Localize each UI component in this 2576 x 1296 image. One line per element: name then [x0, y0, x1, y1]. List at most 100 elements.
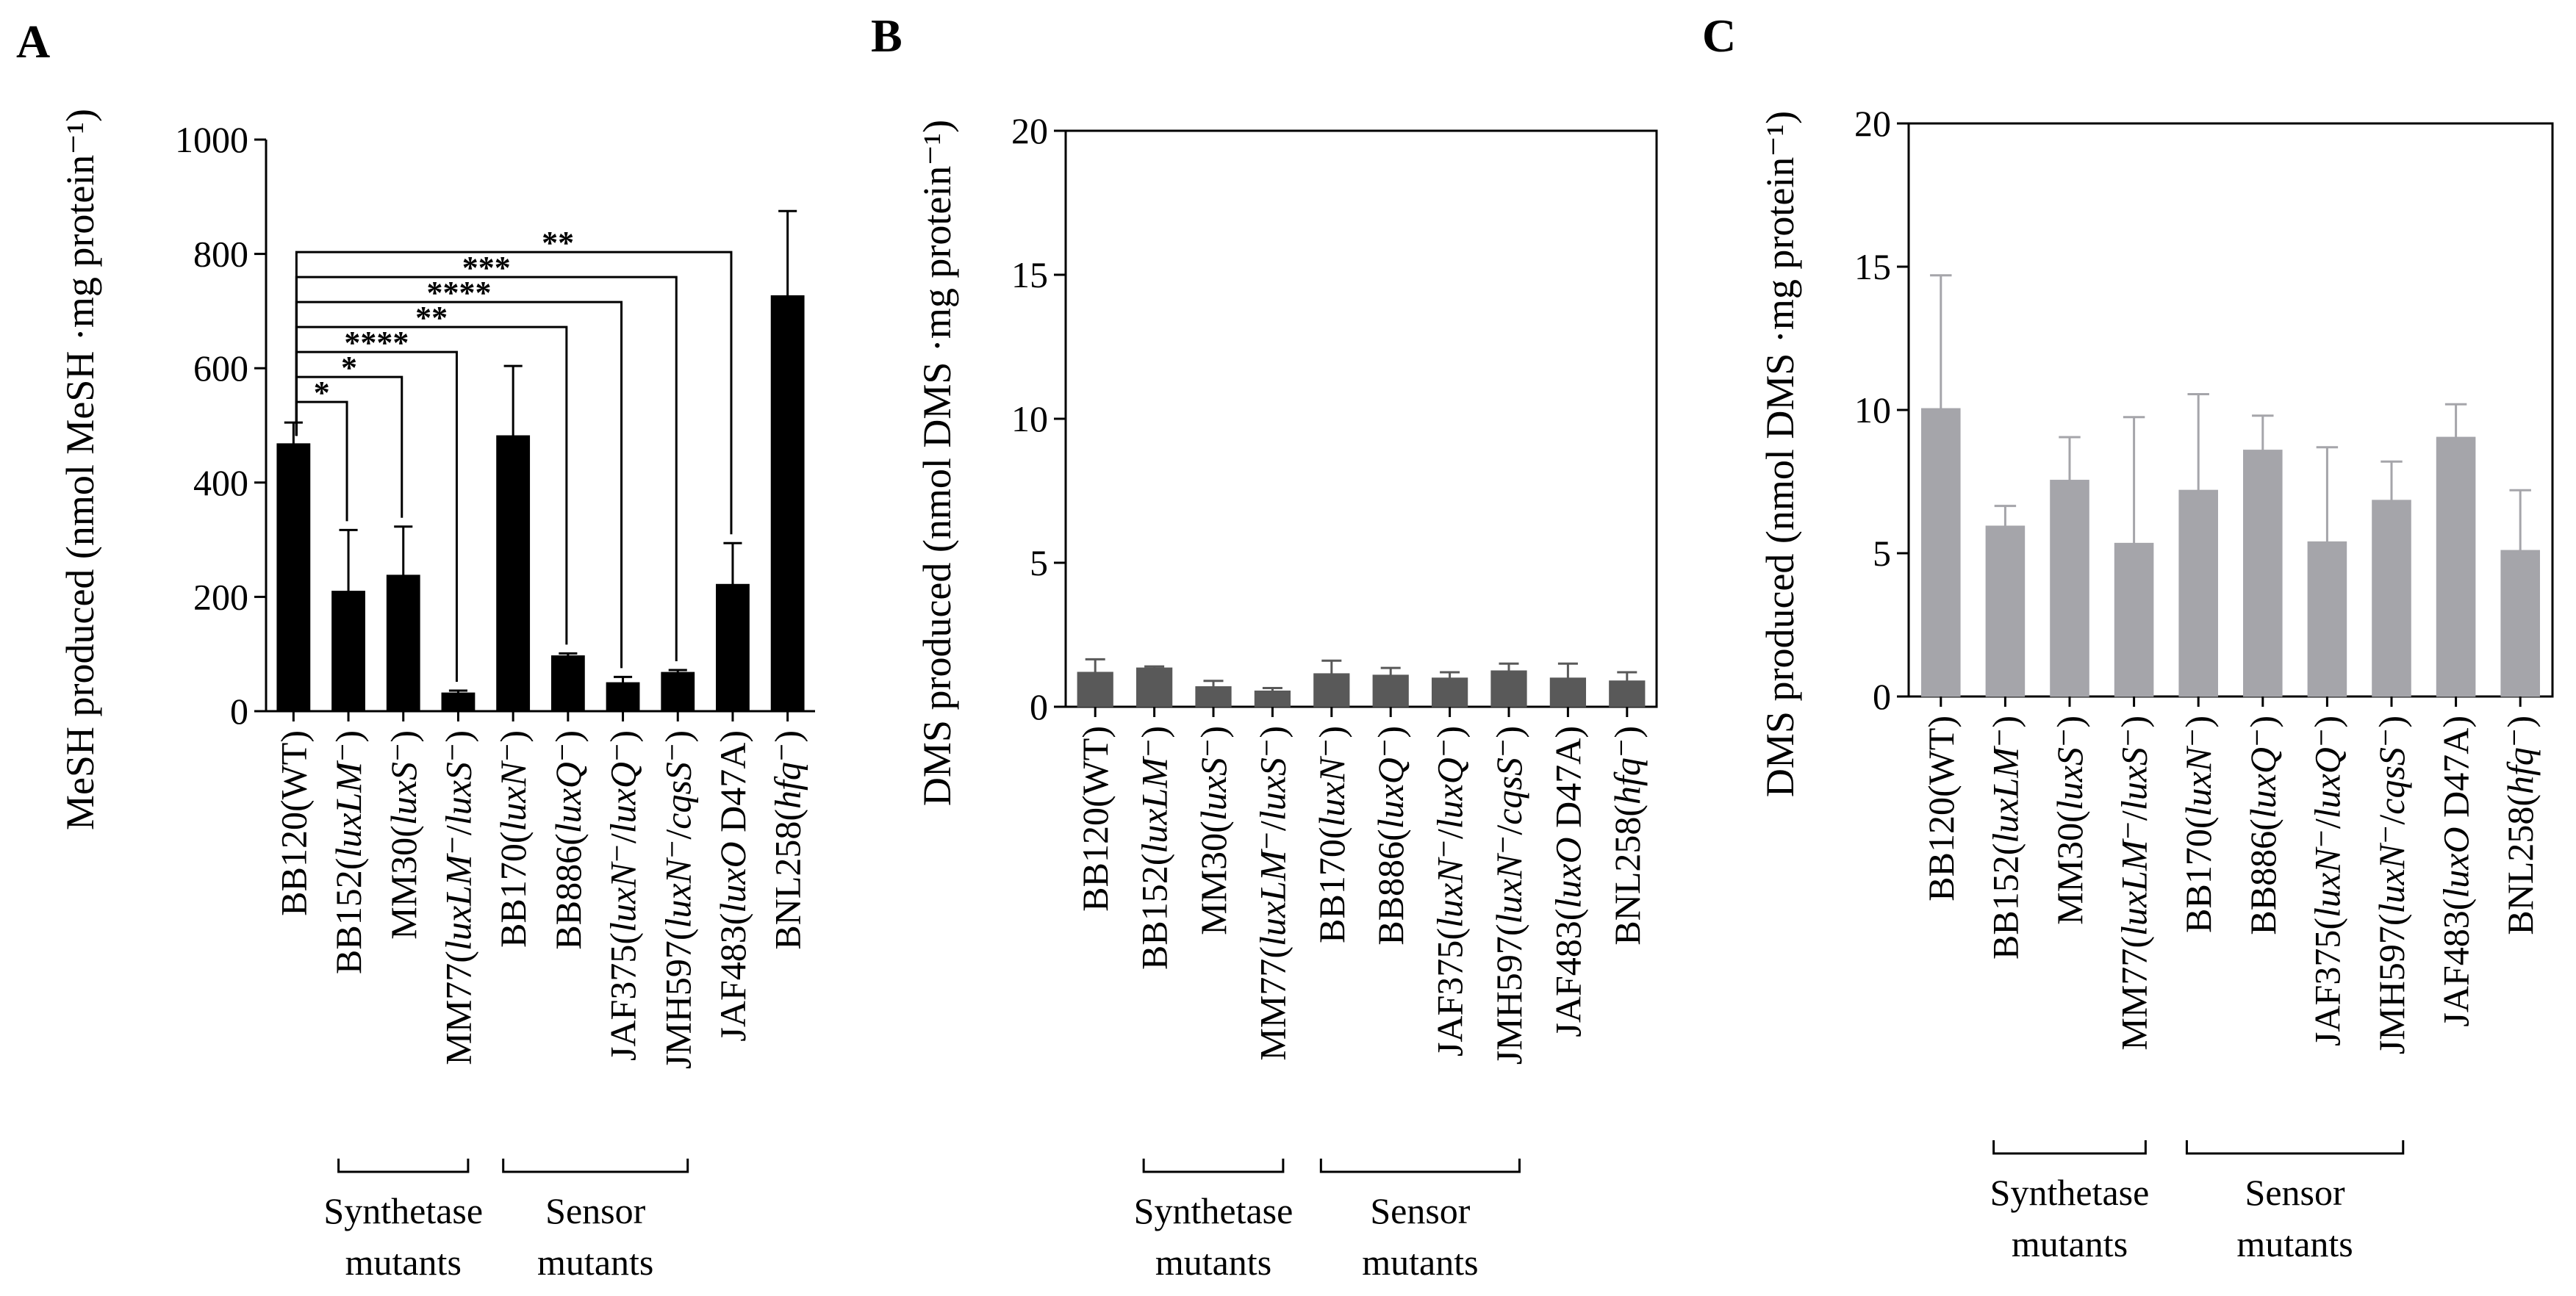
x-tick-label: MM77(luxLM⁻/luxS⁻)	[2114, 716, 2155, 1051]
y-tick-label: 20	[1854, 103, 1891, 144]
x-tick-label: BB120(WT)	[273, 730, 314, 916]
group-label: Synthetase	[1134, 1190, 1294, 1231]
y-axis-title: DMS produced (nmol DMS ·mg protein⁻¹)	[1758, 111, 1802, 797]
bar	[1490, 670, 1527, 708]
x-tick-label: MM77(luxLM⁻/luxS⁻)	[1252, 726, 1293, 1061]
group-bracket	[1992, 1140, 2147, 1155]
x-tick-label: JMH597(luxN⁻/cqsS⁻)	[1488, 726, 1529, 1065]
y-tick-label: 5	[1873, 533, 1891, 574]
group-bracket	[502, 1159, 689, 1173]
bar	[441, 692, 476, 712]
group-label: mutants	[1155, 1242, 1271, 1283]
panel-letter: C	[1702, 10, 1736, 62]
bar	[276, 443, 311, 712]
y-tick-label: 200	[193, 576, 248, 617]
x-tick-label: BB170(luxN⁻)	[492, 730, 534, 948]
significance-label: ****	[426, 275, 491, 311]
bar	[1313, 673, 1350, 708]
panel-a: A 0 200 400 600 800 1000 MeSH produced (nmol Me…	[16, 15, 815, 1283]
x-tick-label: BB152(luxLM⁻)	[1134, 726, 1175, 970]
x-tick-label: JAF483(luxO D47A)	[2436, 716, 2477, 1027]
bar	[2243, 450, 2283, 697]
y-tick-label: 600	[193, 348, 248, 389]
x-tick-label: BB886(luxQ⁻)	[2242, 716, 2283, 935]
x-tick-label: JMH597(luxN⁻/cqsS⁻)	[2371, 716, 2412, 1054]
y-tick-label: 10	[1854, 389, 1891, 431]
x-tick-label: MM77(luxLM⁻/luxS⁻)	[437, 730, 478, 1065]
group-label: Sensor	[1370, 1190, 1470, 1231]
significance-label: **	[542, 225, 574, 261]
y-axis-title: DMS produced (nmol DMS ·mg protein⁻¹)	[915, 120, 959, 806]
bar	[1431, 677, 1468, 708]
bar	[1135, 667, 1173, 708]
bar	[606, 682, 640, 712]
x-tick-label: JAF375(luxN⁻/luxQ⁻)	[603, 730, 644, 1061]
group-bracket	[1319, 1159, 1521, 1173]
bar	[1195, 686, 1232, 708]
group-bracket	[2185, 1140, 2405, 1155]
bar	[716, 583, 750, 712]
x-tick-label: JAF483(luxO D47A)	[1547, 726, 1588, 1037]
bar	[2500, 550, 2540, 697]
y-tick-label: 400	[193, 462, 248, 503]
y-tick-label: 10	[1011, 398, 1048, 439]
y-tick-label: 15	[1854, 246, 1891, 287]
x-tick-label: MM30(luxS⁻)	[383, 730, 424, 940]
y-tick-label: 15	[1011, 254, 1048, 295]
x-tick-label: BNL258(hfq⁻)	[2500, 716, 2541, 935]
significance-bracket	[295, 375, 403, 518]
bar	[2307, 541, 2347, 697]
group-label: Sensor	[545, 1190, 645, 1231]
x-tick-label: MM30(luxS⁻)	[2049, 716, 2090, 925]
bar	[2114, 542, 2154, 697]
bar	[2050, 480, 2089, 697]
group-label: mutants	[1362, 1242, 1478, 1283]
bar	[2178, 489, 2218, 697]
significance-label: *	[341, 350, 357, 386]
x-tick-label: JMH597(luxN⁻/cqsS⁻)	[657, 730, 698, 1069]
group-label: mutants	[2236, 1223, 2353, 1264]
group-label: mutants	[537, 1242, 653, 1283]
x-tick-label: JAF375(luxN⁻/luxQ⁻)	[2306, 716, 2347, 1046]
significance-label: **	[415, 300, 448, 336]
y-tick-label: 0	[1873, 676, 1891, 717]
bar	[386, 575, 420, 712]
group-label: mutants	[345, 1242, 462, 1283]
bar	[661, 672, 695, 712]
bar	[331, 591, 365, 712]
bar	[1254, 690, 1291, 708]
y-tick-label: 20	[1011, 110, 1048, 151]
y-tick-label: 800	[193, 234, 248, 275]
panel-c: C 0 5 10 15 20 DMS produced (nmol DMS ·mg prot…	[1702, 10, 2554, 1264]
bar	[1921, 408, 1961, 697]
significance-label: ****	[344, 325, 409, 361]
group-bracket	[1142, 1159, 1285, 1173]
bar	[1549, 677, 1587, 708]
panel-letter: B	[871, 10, 903, 62]
bar	[770, 295, 805, 712]
x-tick-label: BB152(luxLM⁻)	[1984, 716, 2026, 960]
panel-b: B 0 5 10 15 20 DMS produced (nmol DMS ·mg prot…	[871, 10, 1658, 1283]
group-label: Synthetase	[1990, 1172, 2150, 1213]
x-tick-label: BB120(WT)	[1920, 716, 1962, 901]
panel-letter: A	[16, 15, 50, 68]
bar	[2436, 436, 2476, 697]
group-label: Synthetase	[323, 1190, 483, 1231]
bar	[496, 435, 531, 712]
x-tick-label: JAF483(luxO D47A)	[712, 730, 753, 1042]
x-tick-label: BB152(luxLM⁻)	[328, 730, 369, 974]
y-axis-title: MeSH produced (nmol MeSH ·mg protein⁻¹)	[58, 109, 102, 830]
x-tick-label: JAF375(luxN⁻/luxQ⁻)	[1429, 726, 1471, 1056]
bar	[1077, 672, 1113, 708]
significance-bracket	[295, 251, 733, 535]
bar	[550, 655, 585, 712]
x-tick-label: MM30(luxS⁻)	[1193, 726, 1234, 935]
x-tick-label: BNL258(hfq⁻)	[767, 730, 808, 950]
x-tick-label: BB170(luxN⁻)	[2178, 716, 2219, 933]
y-tick-label: 5	[1030, 542, 1048, 583]
bar	[2372, 500, 2411, 697]
significance-label: ***	[462, 250, 511, 286]
group-label: mutants	[2012, 1223, 2128, 1264]
bar	[1609, 680, 1646, 708]
